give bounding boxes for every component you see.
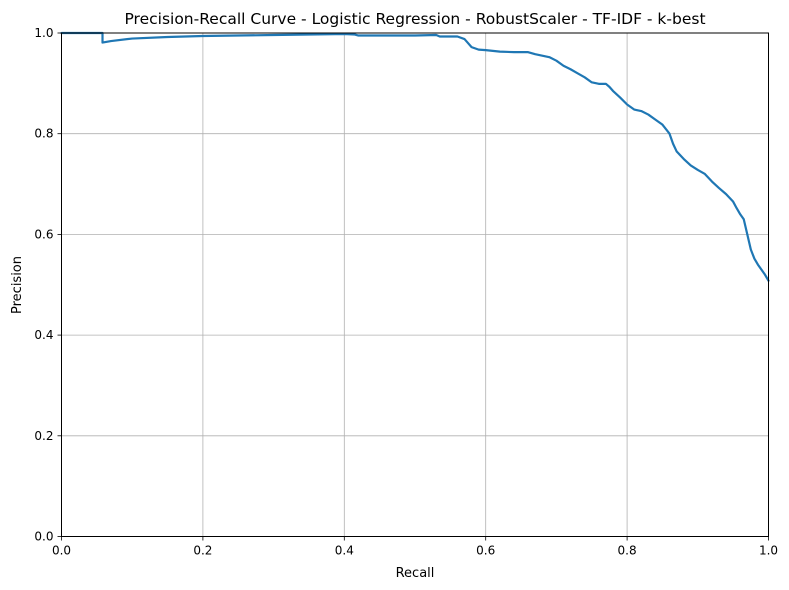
curve-group <box>60 31 770 282</box>
chart-title: Precision-Recall Curve - Logistic Regres… <box>124 10 705 28</box>
x-axis-label: Recall <box>396 566 435 581</box>
y-tick-label: 0.0 <box>34 530 53 544</box>
x-tick-label: 1.0 <box>759 544 778 558</box>
y-axis-ticks: 0.0 0.2 0.4 0.6 0.8 1.0 <box>34 26 62 544</box>
pr-curve-line <box>60 31 770 282</box>
grid-lines <box>61 32 769 537</box>
y-tick-label: 0.6 <box>34 227 53 241</box>
x-tick-label: 0.6 <box>476 544 495 558</box>
x-tick-label: 0.0 <box>52 544 71 558</box>
x-tick-label: 0.2 <box>193 544 212 558</box>
x-axis-ticks: 0.0 0.2 0.4 0.6 0.8 1.0 <box>52 536 778 558</box>
y-tick-label: 0.2 <box>34 429 53 443</box>
y-tick-label: 0.8 <box>34 127 53 141</box>
plot-frame <box>61 32 769 537</box>
y-tick-label: 1.0 <box>34 26 53 40</box>
x-tick-label: 0.4 <box>335 544 354 558</box>
y-axis-label: Precision <box>10 256 25 314</box>
x-tick-label: 0.8 <box>618 544 637 558</box>
y-tick-label: 0.4 <box>34 328 53 342</box>
